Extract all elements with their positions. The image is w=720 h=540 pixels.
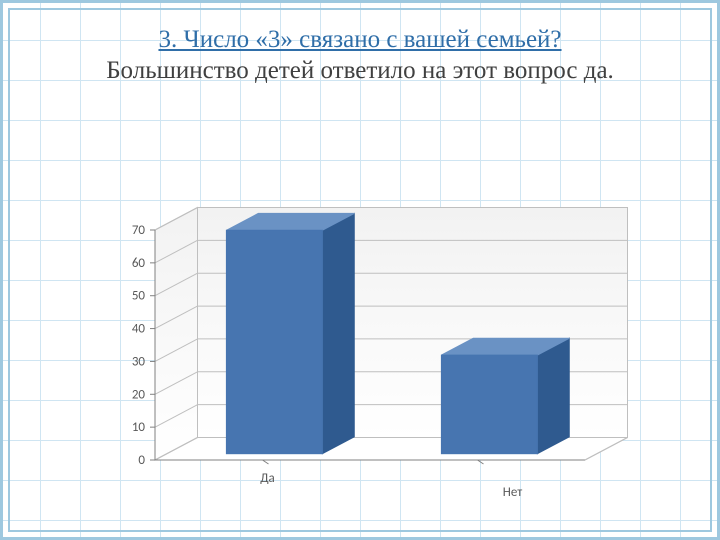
svg-text:70: 70 <box>132 223 146 238</box>
svg-text:30: 30 <box>132 354 146 369</box>
svg-text:20: 20 <box>132 387 146 402</box>
svg-text:10: 10 <box>132 420 146 435</box>
svg-text:Нет: Нет <box>503 485 523 500</box>
chart-svg: 0 10 20 30 40 50 60 70 Да Нет <box>65 140 665 520</box>
subtitle-text: Большинство детей ответило на этот вопро… <box>28 55 692 86</box>
svg-text:50: 50 <box>132 289 146 304</box>
inner-border: 3. Число «3» связано с вашей семьей? Бол… <box>8 8 712 532</box>
title-text: 3. Число «3» связано с вашей семьей? <box>28 24 692 55</box>
svg-text:40: 40 <box>132 322 146 337</box>
bar-chart-3d: 0 10 20 30 40 50 60 70 Да Нет <box>65 140 665 520</box>
svg-text:0: 0 <box>138 453 145 468</box>
svg-text:60: 60 <box>132 256 146 271</box>
slide: 3. Число «3» связано с вашей семьей? Бол… <box>0 0 720 540</box>
svg-text:Да: Да <box>260 471 275 486</box>
